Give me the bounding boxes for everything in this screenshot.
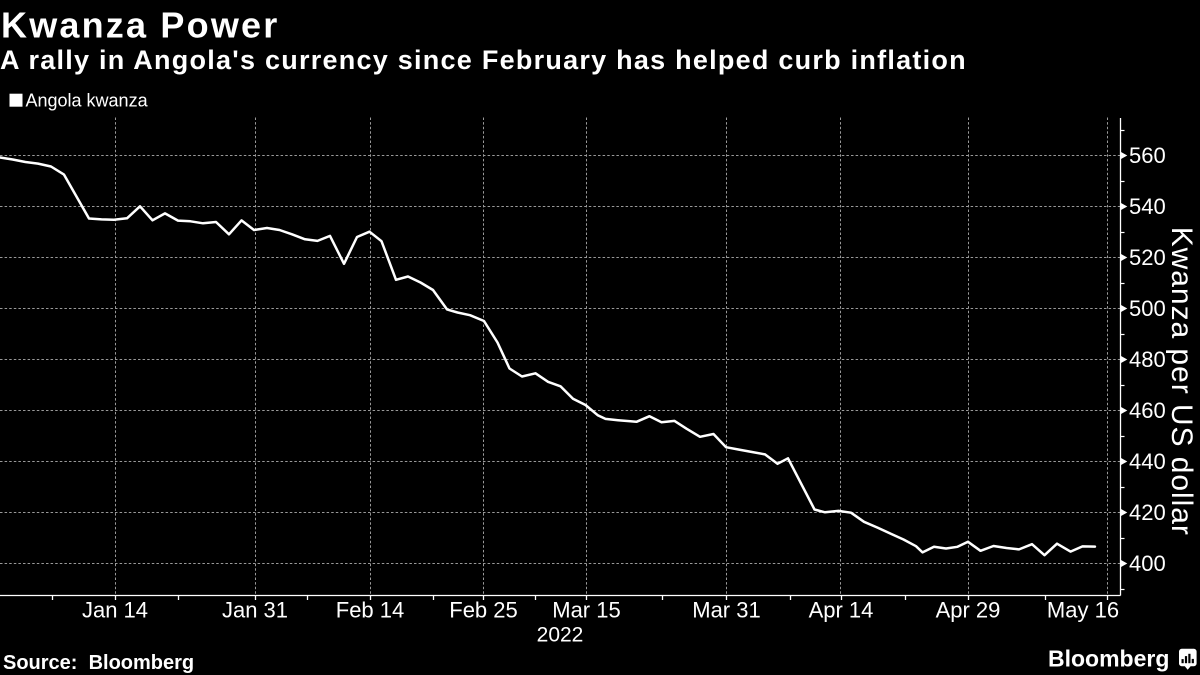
svg-text:Jan 14: Jan 14 bbox=[82, 597, 148, 622]
svg-text:440: 440 bbox=[1129, 449, 1166, 474]
svg-text:Kwanza Power: Kwanza Power bbox=[1, 5, 279, 46]
svg-text:Angola kwanza: Angola kwanza bbox=[26, 91, 149, 111]
svg-text:480: 480 bbox=[1129, 347, 1166, 372]
svg-text:Feb 25: Feb 25 bbox=[449, 597, 518, 622]
svg-text:Mar 31: Mar 31 bbox=[692, 597, 760, 622]
svg-text:560: 560 bbox=[1129, 143, 1166, 168]
svg-text:Kwanza per US dollar: Kwanza per US dollar bbox=[1165, 227, 1198, 536]
svg-text:2022: 2022 bbox=[537, 624, 584, 647]
svg-text:460: 460 bbox=[1129, 398, 1166, 423]
svg-text:520: 520 bbox=[1129, 245, 1166, 270]
svg-text:Source: Bloomberg: Source: Bloomberg bbox=[3, 652, 194, 674]
svg-text:420: 420 bbox=[1129, 500, 1166, 525]
svg-text:Apr 14: Apr 14 bbox=[809, 597, 874, 622]
svg-text:May 16: May 16 bbox=[1047, 597, 1119, 622]
svg-text:Jan 31: Jan 31 bbox=[222, 597, 288, 622]
svg-text:400: 400 bbox=[1129, 551, 1166, 576]
svg-text:Bloomberg: Bloomberg bbox=[1048, 646, 1169, 672]
svg-text:Apr 29: Apr 29 bbox=[936, 597, 1001, 622]
svg-text:Mar 15: Mar 15 bbox=[552, 597, 620, 622]
svg-text:Feb 14: Feb 14 bbox=[336, 597, 405, 622]
svg-text:A rally in Angola's currency s: A rally in Angola's currency since Febru… bbox=[0, 45, 967, 75]
svg-text:500: 500 bbox=[1129, 296, 1166, 321]
svg-text:540: 540 bbox=[1129, 194, 1166, 219]
